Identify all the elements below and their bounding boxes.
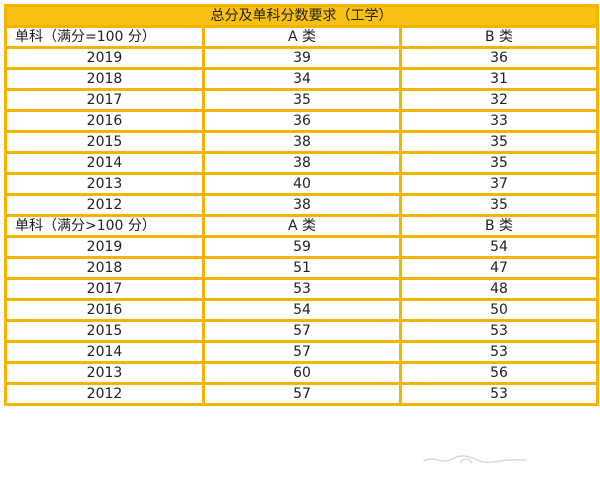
type-b-score-cell: 48 — [398, 277, 600, 301]
type-a-score-cell: 59 — [202, 235, 402, 259]
table-row: 2016 36 33 — [4, 109, 600, 133]
type-a-score-cell: 40 — [202, 172, 402, 196]
year-cell: 2019 — [4, 235, 205, 259]
table-row: 2014 57 53 — [4, 340, 600, 364]
table-row: 2015 57 53 — [4, 319, 600, 343]
table-row: 2017 53 48 — [4, 277, 600, 301]
year-cell: 2018 — [4, 256, 205, 280]
table-row: 2018 51 47 — [4, 256, 600, 280]
type-b-score-cell: 50 — [398, 298, 600, 322]
type-b-score-cell: 47 — [398, 256, 600, 280]
table-row: 2019 59 54 — [4, 235, 600, 259]
section-header-type-a: A 类 — [202, 25, 402, 49]
year-cell: 2012 — [4, 193, 205, 217]
section-header-label: 单科（满分=100 分） — [4, 25, 205, 49]
type-b-score-cell: 31 — [398, 67, 600, 91]
section-header-type-b: B 类 — [398, 25, 600, 49]
type-a-score-cell: 54 — [202, 298, 402, 322]
type-b-score-cell: 53 — [398, 382, 600, 406]
type-b-score-cell: 35 — [398, 130, 600, 154]
type-a-score-cell: 38 — [202, 193, 402, 217]
table-title: 总分及单科分数要求（工学） — [3, 4, 600, 28]
type-b-score-cell: 54 — [398, 235, 600, 259]
type-a-score-cell: 57 — [202, 340, 402, 364]
year-cell: 2013 — [4, 361, 205, 385]
table-row: 2012 57 53 — [4, 382, 600, 406]
year-cell: 2018 — [4, 67, 205, 91]
table-row: 2016 54 50 — [4, 298, 600, 322]
year-cell: 2014 — [4, 340, 205, 364]
table-row: 2013 40 37 — [4, 172, 600, 196]
type-b-score-cell: 37 — [398, 172, 600, 196]
type-b-score-cell: 53 — [398, 319, 600, 343]
year-cell: 2016 — [4, 298, 205, 322]
year-cell: 2017 — [4, 277, 205, 301]
table-title-row: 总分及单科分数要求（工学） — [3, 4, 600, 28]
year-cell: 2016 — [4, 109, 205, 133]
type-b-score-cell: 36 — [398, 46, 600, 70]
table-row: 2014 38 35 — [4, 151, 600, 175]
type-a-score-cell: 57 — [202, 382, 402, 406]
type-a-score-cell: 60 — [202, 361, 402, 385]
year-cell: 2015 — [4, 130, 205, 154]
watermark-scribble — [423, 455, 527, 464]
section-header-label: 单科（满分>100 分） — [4, 214, 205, 238]
type-b-score-cell: 56 — [398, 361, 600, 385]
type-a-score-cell: 51 — [202, 256, 402, 280]
type-a-score-cell: 34 — [202, 67, 402, 91]
section-header-type-a: A 类 — [202, 214, 402, 238]
type-a-score-cell: 57 — [202, 319, 402, 343]
type-b-score-cell: 32 — [398, 88, 600, 112]
type-a-score-cell: 38 — [202, 130, 402, 154]
type-a-score-cell: 53 — [202, 277, 402, 301]
table-row: 2015 38 35 — [4, 130, 600, 154]
table-row: 2012 38 35 — [4, 193, 600, 217]
type-a-score-cell: 36 — [202, 109, 402, 133]
table-row: 2013 60 56 — [4, 361, 600, 385]
table-row: 2019 39 36 — [4, 46, 600, 70]
year-cell: 2013 — [4, 172, 205, 196]
year-cell: 2015 — [4, 319, 205, 343]
year-cell: 2012 — [4, 382, 205, 406]
table-row: 2017 35 32 — [4, 88, 600, 112]
year-cell: 2014 — [4, 151, 205, 175]
type-b-score-cell: 33 — [398, 109, 600, 133]
table-row: 2018 34 31 — [4, 67, 600, 91]
type-b-score-cell: 35 — [398, 193, 600, 217]
type-b-score-cell: 53 — [398, 340, 600, 364]
type-a-score-cell: 35 — [202, 88, 402, 112]
section-header-type-b: B 类 — [398, 214, 600, 238]
type-b-score-cell: 35 — [398, 151, 600, 175]
year-cell: 2017 — [4, 88, 205, 112]
year-cell: 2019 — [4, 46, 205, 70]
type-a-score-cell: 39 — [202, 46, 402, 70]
type-a-score-cell: 38 — [202, 151, 402, 175]
